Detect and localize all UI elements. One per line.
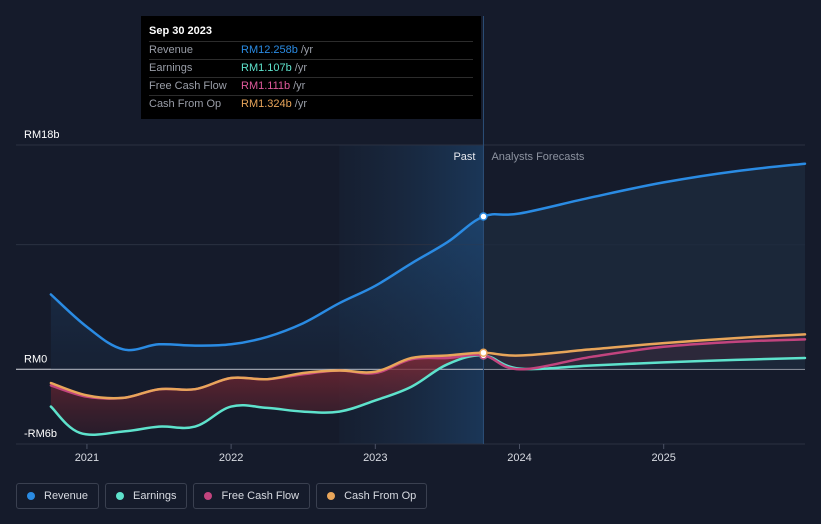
- x-axis-labels: 2021 2022 2023 2024 2025: [75, 444, 676, 464]
- tooltip-value: RM12.258b: [241, 44, 298, 56]
- legend-label: Earnings: [133, 490, 177, 502]
- earnings-dot-icon: [116, 492, 125, 500]
- legend-label: Cash From Op: [344, 490, 417, 502]
- tooltip-unit: /yr: [293, 80, 306, 92]
- legend-label: Free Cash Flow: [221, 490, 300, 502]
- tooltip-label: Revenue: [149, 44, 194, 56]
- tooltip-unit: /yr: [300, 44, 314, 56]
- x-axis-label: 2023: [363, 452, 387, 464]
- tooltip-row-earnings: Earnings RM1.107b /yr: [149, 59, 473, 77]
- x-axis-label: 2021: [75, 452, 99, 464]
- cash-from-op-dot-icon: [327, 492, 336, 500]
- tooltip-unit: /yr: [294, 62, 307, 74]
- revenue-area-forecast: [483, 163, 805, 370]
- tooltip-date: Sep 30 2023: [149, 25, 212, 37]
- tooltip-row-revenue: Revenue RM12.258b /yr: [149, 41, 473, 59]
- line-revenue: [49, 162, 807, 352]
- legend-item-cash-from-op[interactable]: Cash From Op: [316, 483, 428, 509]
- x-axis-label: 2024: [507, 452, 531, 464]
- tooltip-value: RM1.111b: [241, 80, 291, 92]
- forecast-label: Analysts Forecasts: [491, 151, 584, 163]
- tooltip-label: Free Cash Flow: [149, 80, 227, 92]
- tooltip-row-cash-from-op: Cash From Op RM1.324b /yr: [149, 95, 473, 113]
- line-cfo: [49, 333, 807, 400]
- chart-canvas: Past Analysts Forecasts RM18b RM0 -RM6b 20…: [16, 16, 807, 464]
- marker-revenue: [479, 212, 488, 221]
- tooltip-unit: /yr: [294, 98, 307, 110]
- tooltip-label: Earnings: [149, 62, 193, 74]
- y-axis-label: -RM6b: [24, 428, 57, 440]
- tooltip: Sep 30 2023 Revenue RM12.258b /yr Earnin…: [141, 16, 481, 119]
- divider-markers: [479, 212, 488, 360]
- y-axis-labels: RM18b RM0 -RM6b: [24, 129, 59, 440]
- y-axis-label: RM18b: [24, 129, 59, 141]
- legend-item-free-cash-flow[interactable]: Free Cash Flow: [193, 483, 311, 509]
- tooltip-value: RM1.107b: [241, 62, 292, 74]
- revenue-area-past: [50, 216, 484, 370]
- y-axis-label: RM0: [24, 353, 47, 365]
- legend-item-revenue[interactable]: Revenue: [16, 483, 100, 509]
- series-lines: [49, 162, 807, 436]
- tooltip-label: Cash From Op: [149, 98, 222, 110]
- free-cash-flow-dot-icon: [204, 492, 213, 500]
- tooltip-row-free-cash-flow: Free Cash Flow RM1.111b /yr: [149, 77, 473, 95]
- tooltip-value: RM1.324b: [241, 98, 292, 110]
- line-earnings: [49, 354, 807, 436]
- legend-label: Revenue: [44, 490, 89, 502]
- revenue-dot-icon: [27, 492, 35, 500]
- x-axis-label: 2025: [651, 452, 675, 464]
- legend: Revenue Earnings Free Cash Flow Cash Fro…: [16, 483, 428, 509]
- legend-item-earnings[interactable]: Earnings: [105, 483, 188, 509]
- past-label: Past: [453, 151, 475, 163]
- marker-cfo: [479, 348, 488, 358]
- x-axis-label: 2022: [219, 452, 243, 464]
